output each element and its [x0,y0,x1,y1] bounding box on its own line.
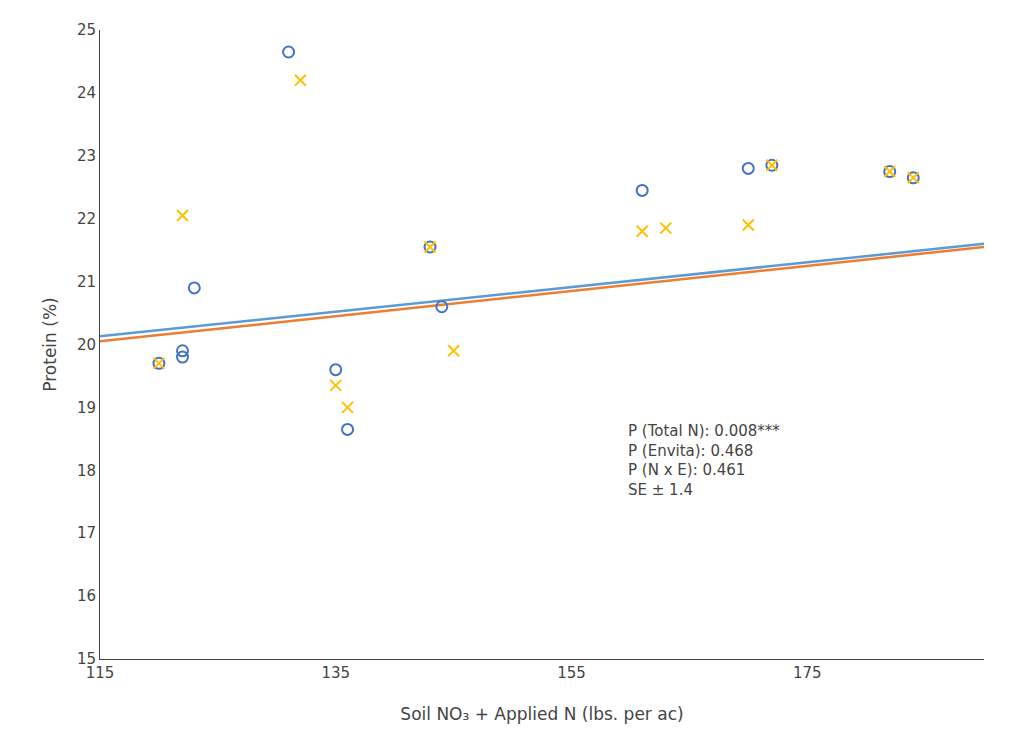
svg-text:115: 115 [86,664,115,682]
svg-text:P (Total N): 0.008***P (Envita: P (Total N): 0.008***P (Envita): 0.468P … [628,422,780,499]
svg-text:Soil NO₃ + Applied N (lbs. per: Soil NO₃ + Applied N (lbs. per ac) [400,704,683,724]
svg-text:22: 22 [77,210,96,228]
svg-text:16: 16 [77,587,96,605]
svg-text:15: 15 [77,650,96,668]
svg-text:20: 20 [77,336,96,354]
svg-text:19: 19 [77,399,96,417]
svg-text:23: 23 [77,147,96,165]
svg-text:21: 21 [77,273,96,291]
svg-text:175: 175 [793,664,822,682]
svg-text:155: 155 [557,664,586,682]
svg-text:Protein (%): Protein (%) [40,297,60,391]
svg-text:135: 135 [321,664,350,682]
svg-text:17: 17 [77,524,96,542]
svg-text:24: 24 [77,84,96,102]
svg-text:18: 18 [77,462,96,480]
svg-text:25: 25 [77,21,96,39]
